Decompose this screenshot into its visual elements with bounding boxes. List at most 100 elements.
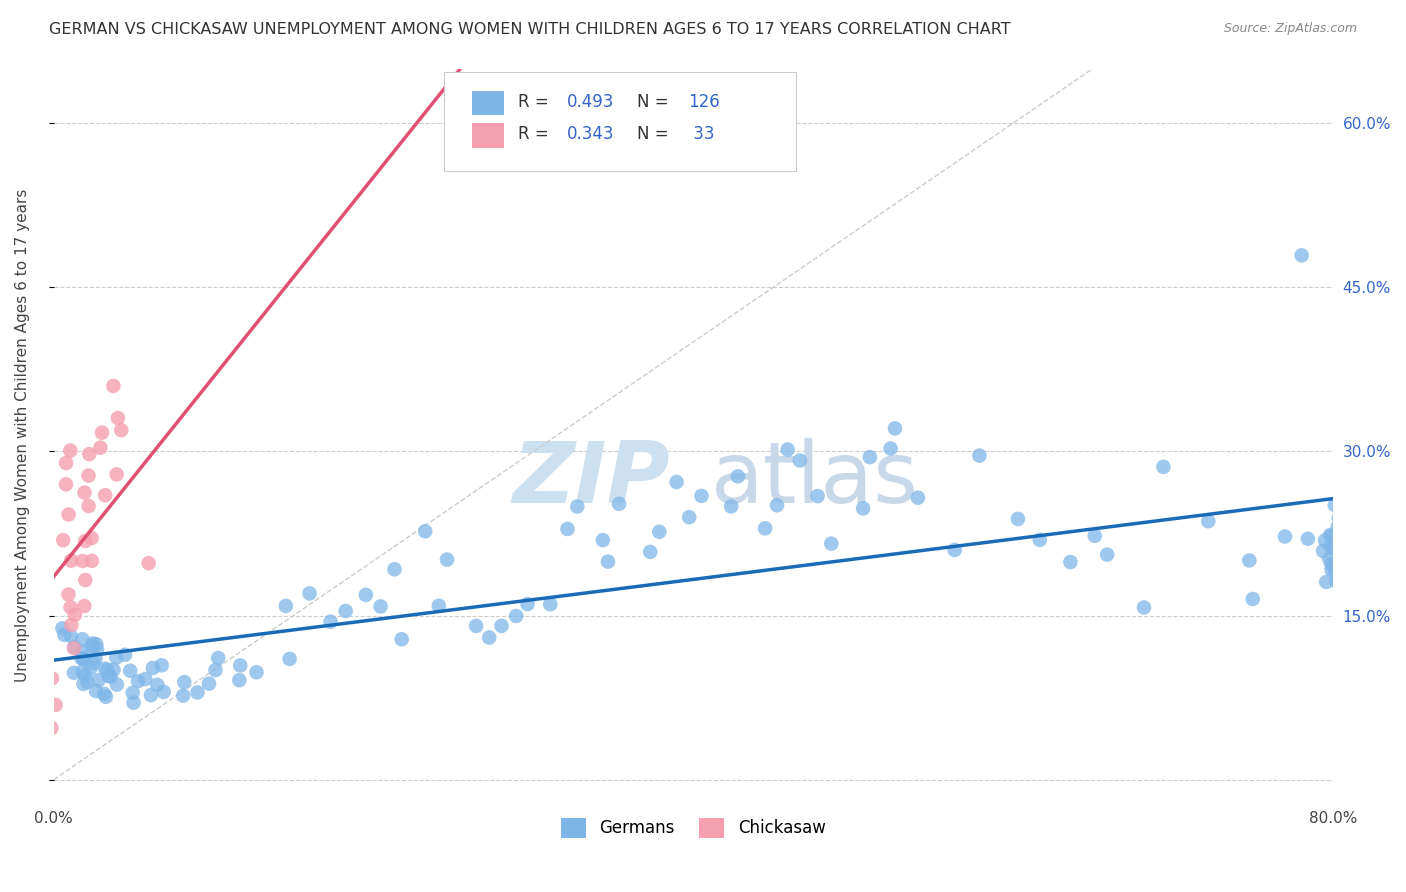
Point <box>93 687 115 701</box>
Point <box>1084 529 1107 543</box>
Text: N =: N = <box>637 126 673 144</box>
Point <box>678 510 700 524</box>
Point <box>52 533 75 548</box>
Point <box>134 672 156 686</box>
Point <box>173 675 195 690</box>
Point <box>58 587 80 601</box>
Point <box>1320 563 1343 577</box>
Point <box>72 632 94 647</box>
Point <box>335 604 357 618</box>
Point <box>80 531 103 545</box>
Point <box>70 651 93 665</box>
Point <box>907 491 929 505</box>
Point <box>186 685 208 699</box>
Point <box>1317 552 1340 566</box>
Point <box>413 524 436 539</box>
Point <box>82 636 104 650</box>
Point <box>96 663 118 677</box>
Point <box>84 651 107 665</box>
Point <box>789 453 811 467</box>
Point <box>142 661 165 675</box>
Point <box>1291 248 1313 262</box>
Point <box>51 621 73 635</box>
Point <box>278 652 301 666</box>
Point <box>567 500 589 514</box>
Point <box>274 599 297 613</box>
Point <box>1152 459 1174 474</box>
Point <box>207 651 229 665</box>
Point <box>1323 498 1346 512</box>
Text: 0.343: 0.343 <box>567 126 614 144</box>
Point <box>596 555 619 569</box>
Point <box>63 665 86 680</box>
Point <box>79 447 101 461</box>
Point <box>152 685 174 699</box>
FancyBboxPatch shape <box>472 90 503 115</box>
Point <box>63 641 86 656</box>
Point <box>879 442 901 456</box>
Point <box>444 117 467 131</box>
Point <box>384 562 406 576</box>
Point <box>72 651 94 665</box>
Point <box>41 721 63 735</box>
Text: N =: N = <box>637 93 673 111</box>
Point <box>1331 531 1354 545</box>
Point <box>77 468 100 483</box>
Point <box>607 497 630 511</box>
Point <box>228 673 250 688</box>
Point <box>110 423 132 437</box>
Point <box>75 573 97 587</box>
Point <box>59 600 82 615</box>
Text: 0.493: 0.493 <box>567 93 614 111</box>
Point <box>72 554 94 568</box>
Point <box>83 656 105 670</box>
Point <box>55 477 77 491</box>
Point <box>103 379 125 393</box>
Point <box>1326 520 1348 534</box>
Point <box>79 661 101 675</box>
Point <box>391 632 413 647</box>
Point <box>105 650 128 665</box>
Point <box>807 489 830 503</box>
Point <box>63 607 86 622</box>
Point <box>53 628 76 642</box>
Point <box>122 696 145 710</box>
Point <box>94 488 117 502</box>
Point <box>1095 548 1118 562</box>
Legend: Germans, Chickasaw: Germans, Chickasaw <box>554 811 832 845</box>
Point <box>354 588 377 602</box>
Point <box>86 642 108 657</box>
Point <box>1327 510 1350 524</box>
Point <box>41 671 63 685</box>
Point <box>1324 566 1347 580</box>
Point <box>754 521 776 535</box>
Point <box>72 652 94 666</box>
Point <box>172 689 194 703</box>
Point <box>77 499 100 513</box>
Point <box>150 658 173 673</box>
Point <box>103 663 125 677</box>
Point <box>55 456 77 470</box>
Point <box>72 677 94 691</box>
Point <box>1059 555 1081 569</box>
Text: 33: 33 <box>688 126 714 144</box>
Point <box>370 599 392 614</box>
Point <box>665 475 688 489</box>
Point <box>63 640 86 654</box>
Point <box>1274 529 1296 543</box>
Point <box>1312 544 1334 558</box>
Point <box>107 411 129 425</box>
Point <box>298 586 321 600</box>
Point <box>1323 541 1346 556</box>
Y-axis label: Unemployment Among Women with Children Ages 6 to 17 years: Unemployment Among Women with Children A… <box>15 188 30 681</box>
Text: GERMAN VS CHICKASAW UNEMPLOYMENT AMONG WOMEN WITH CHILDREN AGES 6 TO 17 YEARS CO: GERMAN VS CHICKASAW UNEMPLOYMENT AMONG W… <box>49 22 1011 37</box>
Text: ZIP: ZIP <box>512 438 669 521</box>
Point <box>84 637 107 651</box>
Point <box>648 524 671 539</box>
FancyBboxPatch shape <box>444 72 796 171</box>
Point <box>72 665 94 679</box>
Point <box>138 556 160 570</box>
Point <box>1241 591 1264 606</box>
Point <box>73 599 96 613</box>
Point <box>245 665 267 680</box>
